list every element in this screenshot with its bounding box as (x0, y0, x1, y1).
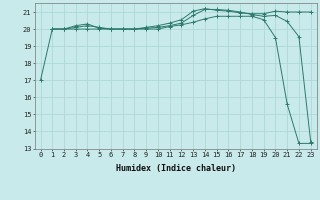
X-axis label: Humidex (Indice chaleur): Humidex (Indice chaleur) (116, 164, 236, 173)
